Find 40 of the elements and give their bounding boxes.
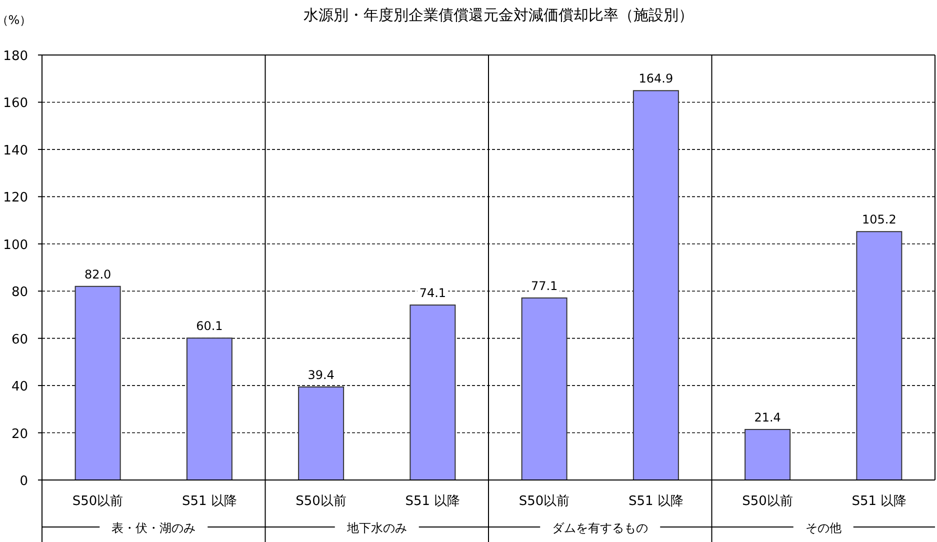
x-tick-label: S51 以降 xyxy=(405,494,460,509)
bar xyxy=(74,286,121,480)
data-label: 164.9 xyxy=(638,72,674,86)
text: その他 xyxy=(805,521,842,535)
y-tick-label: 0 xyxy=(20,474,28,489)
data-label: 74.1 xyxy=(419,286,446,300)
bar xyxy=(186,338,232,480)
y-tick-label: 120 xyxy=(3,190,28,206)
x-tick-label: S51 以降 xyxy=(182,494,237,509)
bar xyxy=(410,304,456,480)
y-tick-label: 100 xyxy=(3,238,28,253)
chart-title: 水源別・年度別企業債償還元金対減価償却比率（施設別） xyxy=(304,6,694,24)
x-tick-label: S51 以降 xyxy=(852,494,907,509)
x-tick-label: S50以前 xyxy=(296,494,346,509)
x-tick-label: S50以前 xyxy=(518,494,570,509)
bar xyxy=(744,428,791,480)
data-label: 60.1 xyxy=(196,319,223,334)
bar xyxy=(632,90,679,480)
data-label: 105.2 xyxy=(862,212,896,227)
x-tick-label: S51 以降 xyxy=(628,494,684,509)
data-label: 77.1 xyxy=(530,278,558,293)
text: 地下水のみ xyxy=(346,521,407,535)
data-label: 21.4 xyxy=(754,410,781,424)
y-tick-label: 180 xyxy=(3,49,28,64)
y-tick-label: 160 xyxy=(3,96,28,112)
data-label: 82.0 xyxy=(84,267,112,282)
y-tick-label: 80 xyxy=(11,285,28,300)
x-tick-label: S50以前 xyxy=(72,494,124,509)
y-axis-title: （%） xyxy=(0,13,32,27)
data-label: 39.4 xyxy=(308,368,334,382)
bar xyxy=(856,231,902,480)
x-tick-label: S50以前 xyxy=(742,494,793,509)
y-tick-label: 20 xyxy=(11,426,28,442)
text: ダムを有するもの xyxy=(552,521,648,535)
y-tick-label: 140 xyxy=(3,143,28,158)
bar xyxy=(298,386,344,480)
text: 表・伏・湖のみ xyxy=(112,521,196,535)
y-tick-label: 40 xyxy=(11,380,28,395)
y-tick-label: 60 xyxy=(11,332,28,348)
bar xyxy=(521,297,568,480)
